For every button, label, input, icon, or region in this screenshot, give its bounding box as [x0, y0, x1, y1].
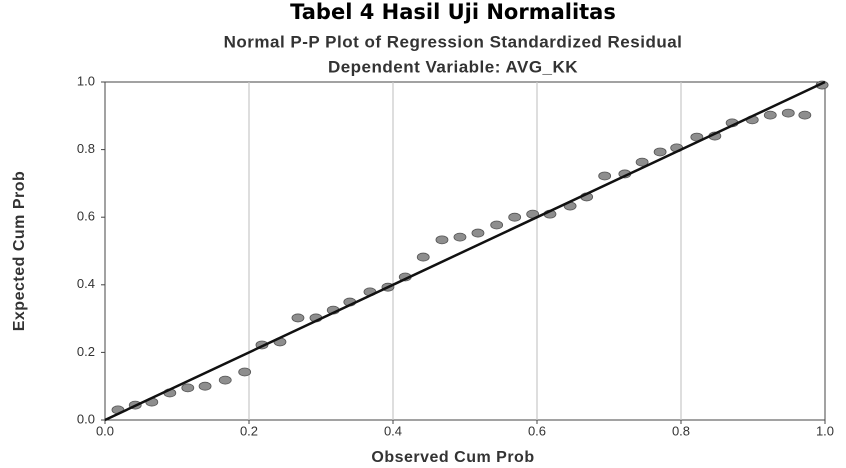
data-point: [635, 157, 649, 167]
data-point: [291, 313, 305, 323]
x-tick-label: 0.0: [96, 423, 114, 438]
data-point: [508, 212, 522, 222]
data-point: [471, 228, 485, 238]
y-tick-label: 0.0: [77, 411, 95, 426]
y-tick-label: 0.8: [77, 141, 95, 156]
x-tick-label: 0.2: [240, 423, 258, 438]
reference-line: [104, 80, 826, 422]
data-point: [238, 367, 252, 377]
data-point: [763, 110, 777, 120]
y-tick-label: 0.2: [77, 344, 95, 359]
data-point: [798, 110, 812, 120]
y-axis-label: Expected Cum Prob: [11, 171, 28, 332]
data-point: [598, 171, 612, 181]
data-point: [218, 375, 232, 385]
y-tick-label: 0.4: [77, 276, 95, 291]
data-point: [781, 108, 795, 118]
data-point: [198, 381, 212, 391]
x-tick-label: 0.8: [672, 423, 690, 438]
chart-subtitle-2: Dependent Variable: AVG_KK: [328, 57, 578, 76]
data-point: [416, 252, 430, 262]
y-tick-label: 0.6: [77, 209, 95, 224]
x-tick-label: 0.4: [384, 423, 402, 438]
x-tick-label: 1.0: [816, 423, 834, 438]
x-axis-label: Observed Cum Prob: [371, 449, 534, 466]
chart-subtitle: Normal P-P Plot of Regression Standardiz…: [224, 32, 683, 51]
data-point: [181, 383, 195, 393]
data-point: [653, 147, 667, 157]
data-point: [435, 235, 449, 245]
data-point: [453, 232, 467, 242]
chart-title: Tabel 4 Hasil Uji Normalitas: [290, 0, 616, 24]
data-point: [490, 220, 504, 230]
x-tick-label: 0.6: [528, 423, 546, 438]
y-tick-label: 1.0: [77, 73, 95, 88]
